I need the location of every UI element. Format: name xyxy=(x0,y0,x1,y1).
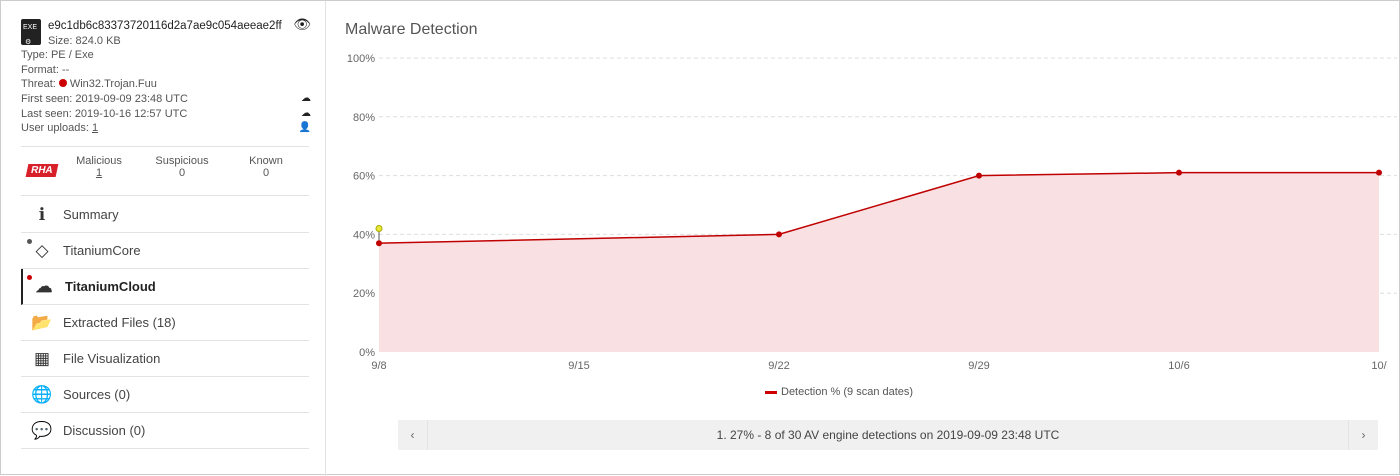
folder-share-icon: 📂 xyxy=(31,312,53,332)
file-type: Type: PE / Exe xyxy=(21,49,94,62)
uploads-label: User uploads: xyxy=(21,122,89,135)
stat-suspicious: Suspicious 0 xyxy=(142,155,222,179)
first-seen-row: First seen: 2019-09-09 23:48 UTC ☁ xyxy=(21,92,311,107)
stat-label: Known xyxy=(249,155,283,167)
highlight-marker xyxy=(375,225,383,233)
data-point xyxy=(1376,169,1382,176)
data-point xyxy=(976,172,982,179)
first-seen: First seen: 2019-09-09 23:48 UTC xyxy=(21,92,188,105)
y-tick-label: 100% xyxy=(347,53,375,65)
cloud-icon: ☁ xyxy=(301,92,311,104)
nav-discussion[interactable]: 💬 Discussion (0) xyxy=(21,413,309,449)
cloud-icon: ☁ xyxy=(35,276,53,296)
nav-titaniumcore[interactable]: ◇ TitaniumCore xyxy=(21,233,309,269)
comment-icon: 💬 xyxy=(31,420,53,440)
uploads-link[interactable]: 1 xyxy=(91,122,99,135)
next-button[interactable]: › xyxy=(1348,420,1378,450)
detection-panel: Malware Detection 0% 20% 40% 60% 80% 100% 9/8 9… xyxy=(327,1,1399,476)
stat-label: Suspicious xyxy=(155,155,209,167)
status-dot xyxy=(27,239,32,244)
last-seen: Last seen: 2019-10-16 12:57 UTC xyxy=(21,107,188,120)
exe-file-icon: EXE ⚙ xyxy=(21,19,41,46)
stat-known: Known 0 xyxy=(226,155,306,179)
stat-value: 0 xyxy=(262,167,270,179)
y-tick-label: 80% xyxy=(353,112,375,124)
pager-text: 1. 27% - 8 of 30 AV engine detections on… xyxy=(716,428,1060,442)
y-tick-label: 0% xyxy=(359,347,375,359)
x-tick-label: 10/ xyxy=(1371,360,1387,372)
rha-logo: RHA xyxy=(25,164,59,177)
nav-label: Summary xyxy=(63,207,119,222)
stat-label: Malicious xyxy=(76,155,122,167)
nav-label: Sources (0) xyxy=(63,387,131,402)
stat-value: 0 xyxy=(178,167,186,179)
x-tick-label: 10/6 xyxy=(1168,360,1189,372)
data-point xyxy=(1176,169,1182,176)
last-seen-row: Last seen: 2019-10-16 12:57 UTC ☁ xyxy=(21,107,311,122)
chart-legend[interactable]: Detection % (9 scan dates) xyxy=(765,386,913,398)
nav-label: Extracted Files (18) xyxy=(63,315,176,330)
data-point xyxy=(776,231,782,238)
nav-label: Discussion (0) xyxy=(63,423,146,438)
file-threat: Threat: Win32.Trojan.Fuu xyxy=(21,77,311,92)
y-tick-label: 60% xyxy=(353,171,375,183)
file-header: EXE ⚙ 👁 e9c1db6c83373720116d2a7ae9c054ae… xyxy=(21,17,311,136)
cloud-icon: ☁ xyxy=(301,107,311,119)
nav-label: File Visualization xyxy=(63,351,161,366)
globe-icon: 🌐 xyxy=(31,384,53,404)
sidebar-nav: ℹ Summary ◇ TitaniumCore ☁ TitaniumCloud 📂 E… xyxy=(21,197,309,449)
diamond-icon: ◇ xyxy=(35,240,49,260)
file-format: Format: -- xyxy=(21,63,70,76)
x-tick-label: 9/29 xyxy=(968,360,989,372)
classification-stats: RHA Malicious 1 Suspicious 0 Known 0 xyxy=(21,146,309,196)
detection-chart: 0% 20% 40% 60% 80% 100% 9/8 9/15 9/22 9/29 10/6 10/ xyxy=(347,53,1397,372)
nav-summary[interactable]: ℹ Summary xyxy=(21,197,309,233)
eye-icon[interactable]: 👁 xyxy=(293,16,311,32)
data-point xyxy=(376,240,382,247)
nav-label: TitaniumCloud xyxy=(65,279,156,294)
grid-icon: ▦ xyxy=(33,348,51,368)
y-tick-label: 40% xyxy=(353,229,375,241)
nav-sources[interactable]: 🌐 Sources (0) xyxy=(21,377,309,413)
detection-pager: ‹ 1. 27% - 8 of 30 AV engine detections … xyxy=(398,420,1378,450)
prev-button[interactable]: ‹ xyxy=(398,420,428,450)
file-sidebar: EXE ⚙ 👁 e9c1db6c83373720116d2a7ae9c054ae… xyxy=(1,1,326,476)
x-tick-label: 9/22 xyxy=(768,360,789,372)
stat-value[interactable]: 1 xyxy=(95,167,103,179)
x-tick-label: 9/8 xyxy=(371,360,386,372)
nav-label: TitaniumCore xyxy=(63,243,141,258)
legend-label: Detection % (9 scan dates) xyxy=(781,386,914,398)
info-icon: ℹ xyxy=(38,204,46,224)
file-hash: e9c1db6c83373720116d2a7ae9c054aeeae2ff xyxy=(48,20,282,32)
x-tick-label: 9/15 xyxy=(568,360,589,372)
threat-icon xyxy=(58,79,67,88)
nav-extracted-files[interactable]: 📂 Extracted Files (18) xyxy=(21,305,309,341)
status-dot xyxy=(27,275,32,280)
stat-malicious: Malicious 1 xyxy=(59,155,139,179)
nav-file-visualization[interactable]: ▦ File Visualization xyxy=(21,341,309,377)
user-icon: 👤 xyxy=(298,122,311,134)
y-tick-label: 20% xyxy=(353,288,375,300)
threat-label: Threat: xyxy=(21,78,56,91)
nav-titaniumcloud[interactable]: ☁ TitaniumCloud xyxy=(21,269,309,305)
file-size: Size: 824.0 KB xyxy=(48,34,121,47)
legend-swatch xyxy=(765,390,777,394)
detection-area xyxy=(379,172,1379,352)
user-uploads-row: User uploads: 1 👤 xyxy=(21,121,311,136)
threat-name: Win32.Trojan.Fuu xyxy=(69,78,157,91)
file-icon-label: EXE xyxy=(23,24,38,31)
panel-title: Malware Detection xyxy=(345,21,478,38)
